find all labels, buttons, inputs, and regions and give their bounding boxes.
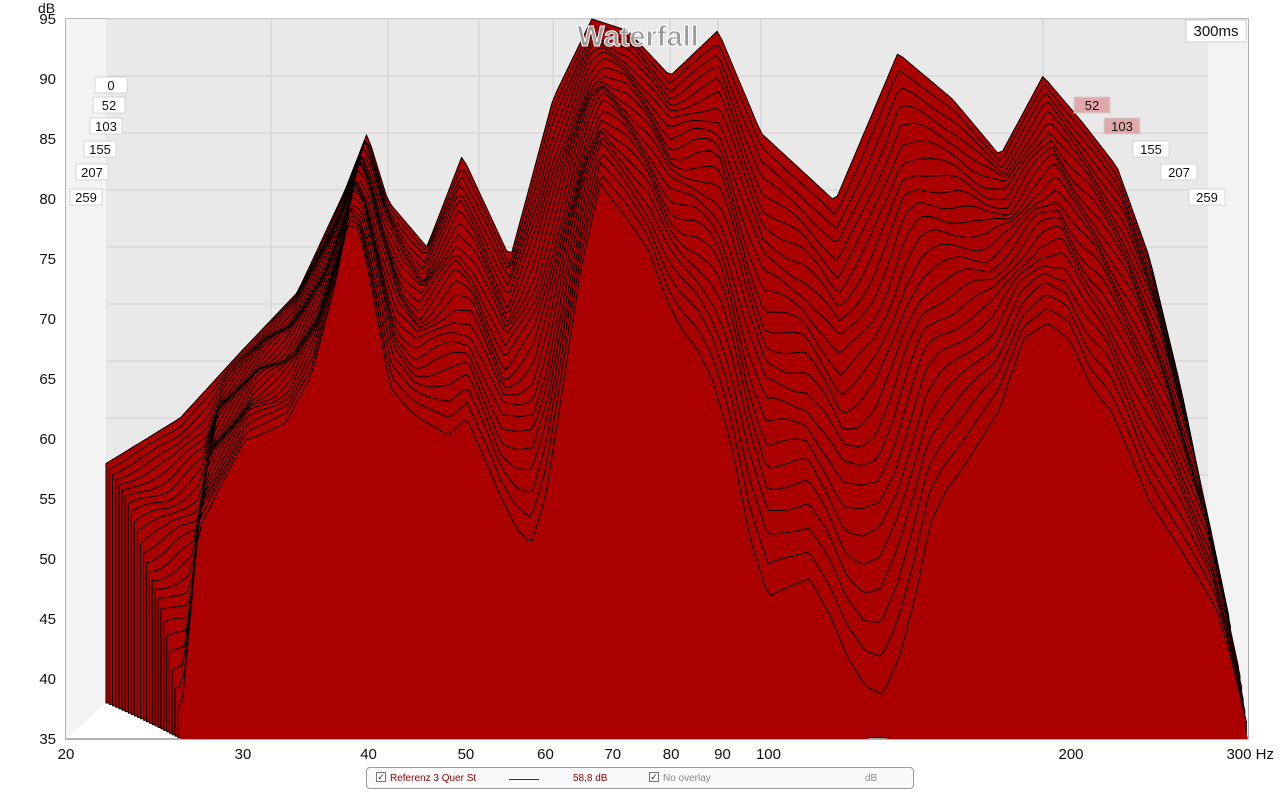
y-tick-label: 65 [39,371,56,388]
legend-series-level: 58,8 dB [573,773,608,784]
time-slice-label-left: 103 [95,119,117,134]
time-label-box [1185,19,1247,43]
time-slice-tag [92,96,126,114]
x-tick-label: 40 [360,746,377,763]
legend-bar: ✓ Referenz 3 Quer St 58,8 dB ✓ No overla… [366,767,914,789]
time-slice-label-right: 103 [1111,119,1133,134]
time-slice-tag [75,163,109,181]
y-tick-label: 90 [39,71,56,88]
y-tick-label: 35 [39,731,56,748]
legend-overlay-label: No overlay [663,773,711,784]
time-slice-tag [83,140,117,158]
x-axis-end-label: 300 Hz [1226,746,1274,763]
overlay-checkbox[interactable]: ✓ [649,772,659,782]
y-tick-label: 85 [39,131,56,148]
y-tick-label: 75 [39,251,56,268]
waterfall-slices [105,18,1248,740]
time-slice-tag [94,76,128,94]
time-slice-tag [69,188,103,206]
x-tick-label: 90 [714,746,731,763]
time-slice-tag [1132,140,1170,158]
time-slice-label-left: 259 [75,190,97,205]
y-tick-label: 80 [39,191,56,208]
y-tick-label: 95 [39,11,56,28]
x-tick-label: 200 [1059,746,1084,763]
y-tick-label: 45 [39,611,56,628]
time-slice-label-left: 207 [81,165,103,180]
time-slice-tag [1188,188,1226,206]
y-axis-label: dB [38,0,55,16]
time-slice-label-right: 259 [1196,190,1218,205]
x-tick-label: 60 [537,746,554,763]
legend-series-swatch [509,779,539,780]
time-slice-tag [1103,117,1141,135]
x-tick-label: 80 [663,746,680,763]
waterfall-slice [180,202,1248,740]
time-slice-tag [1160,163,1198,181]
time-slice-label-right: 52 [1085,98,1099,113]
x-tick-label: 30 [235,746,252,763]
y-tick-label: 60 [39,431,56,448]
time-label: 300ms [1193,23,1238,40]
y-tick-label: 70 [39,311,56,328]
time-slice-tag [89,117,123,135]
x-tick-label: 20 [58,746,75,763]
y-tick-label: 50 [39,551,56,568]
legend-unit: dB [865,773,878,784]
time-slice-label-left: 52 [102,98,116,113]
y-tick-label: 55 [39,491,56,508]
legend-series-name: Referenz 3 Quer St [390,773,477,784]
time-slice-label-right: 207 [1168,165,1190,180]
chart-title: Waterfall [577,21,698,53]
time-slice-label-left: 155 [89,142,111,157]
x-tick-label: 50 [458,746,475,763]
time-slice-label-left: 0 [107,78,114,93]
y-tick-label: 40 [39,671,56,688]
x-tick-label: 70 [604,746,621,763]
time-slice-tag [1073,96,1111,114]
series-visibility-checkbox[interactable]: ✓ [376,772,386,782]
time-slice-label-right: 155 [1140,142,1162,157]
x-tick-label: 100 [756,746,781,763]
